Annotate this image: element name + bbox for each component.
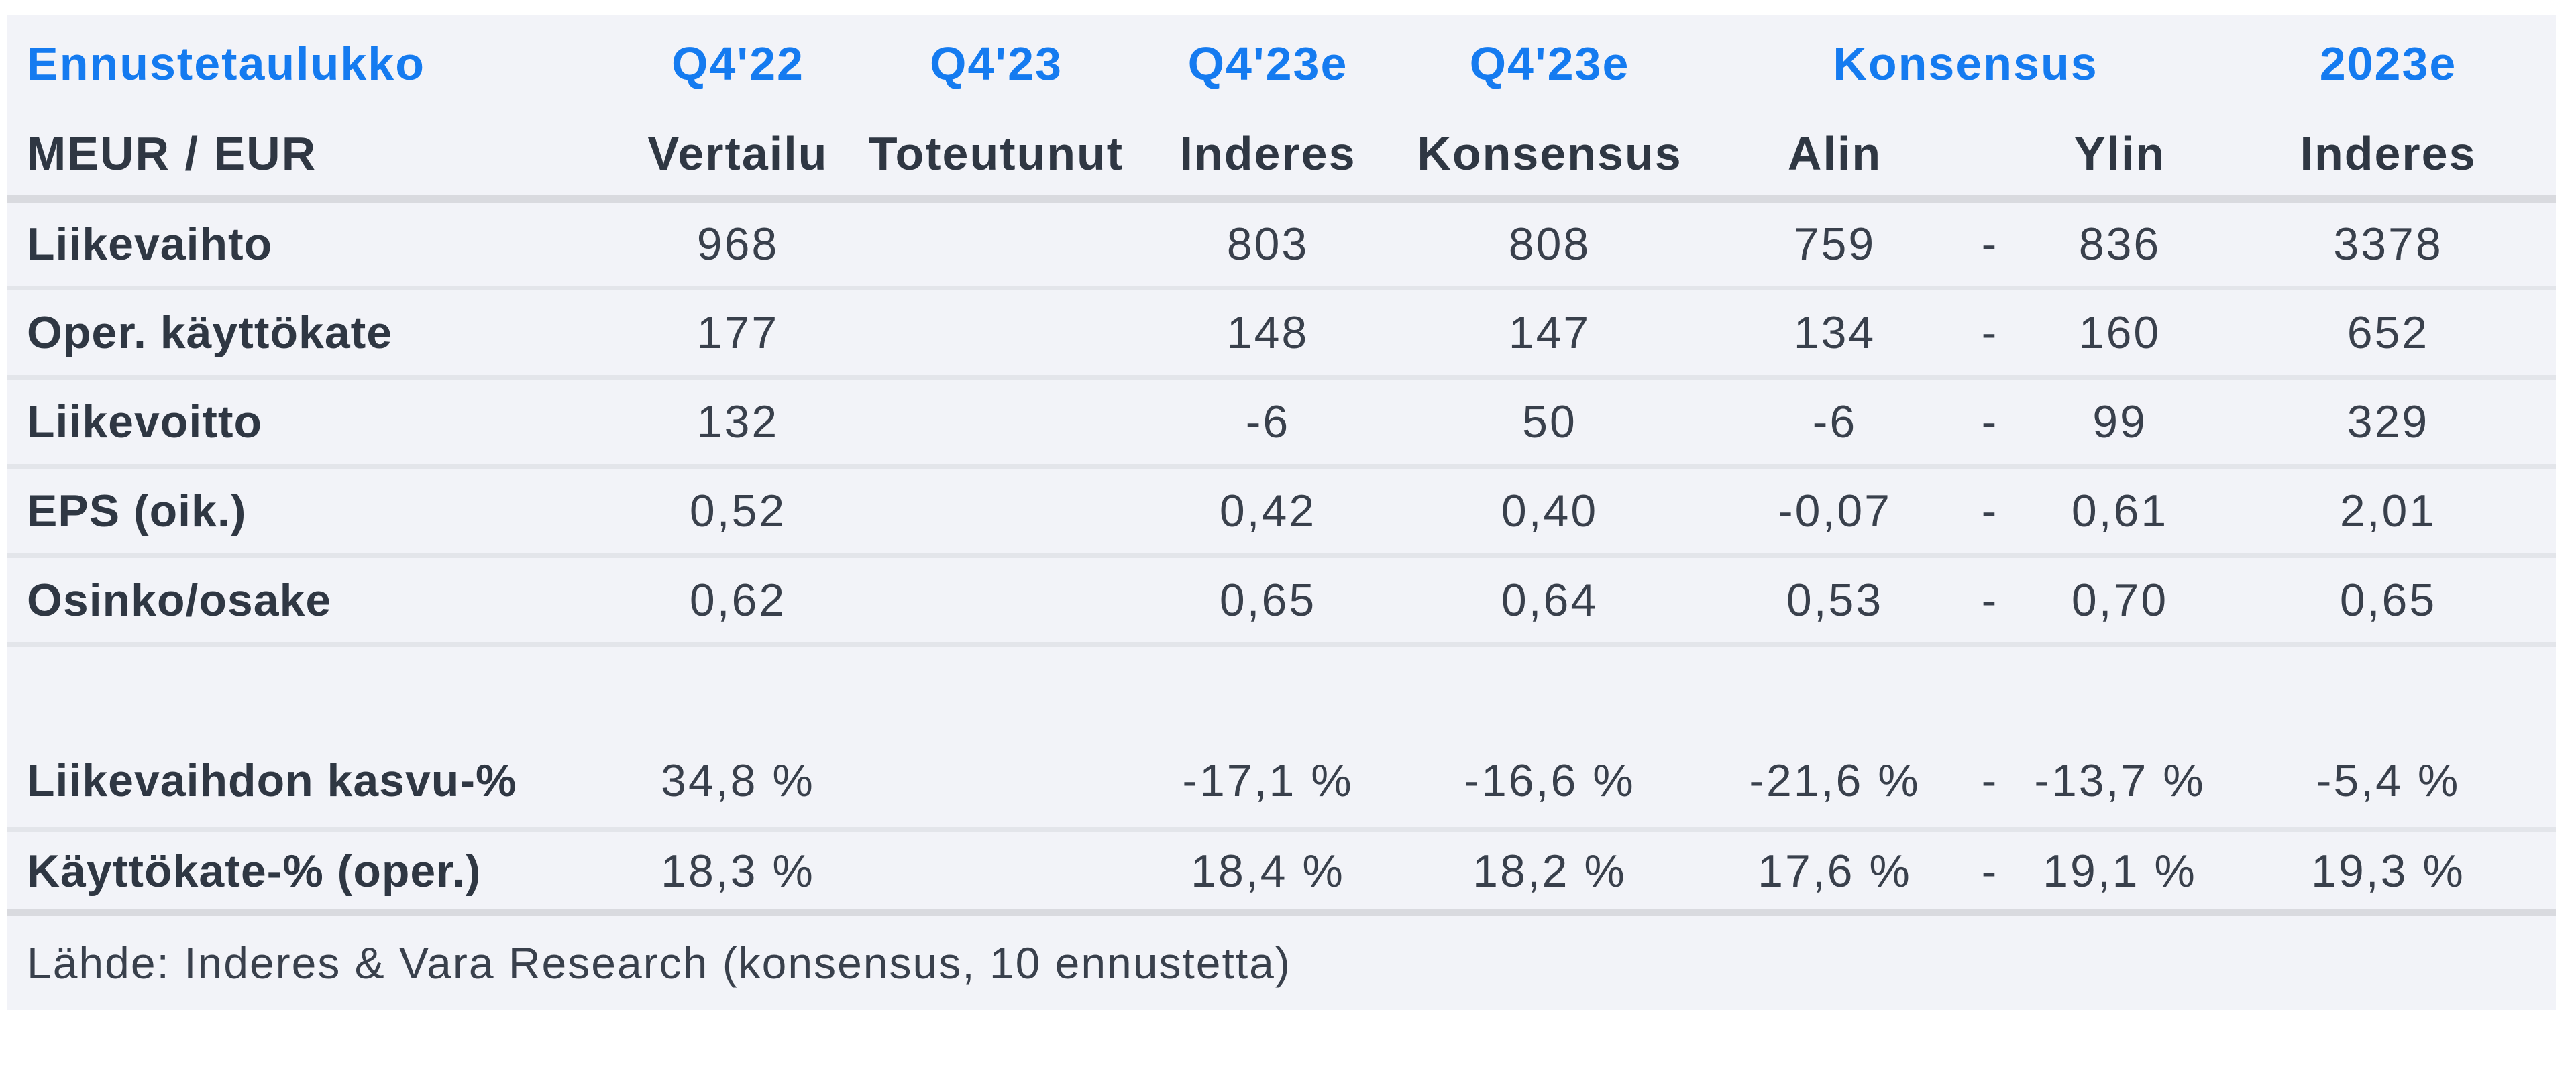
cell-ylin: 160 — [2078, 306, 2161, 358]
cell-toteutunut — [845, 830, 1147, 913]
cell-konsensus: 50 — [1522, 396, 1577, 447]
source-row: Lähde: Inderes & Vara Research (konsensu… — [7, 913, 2557, 1010]
range-separator: - — [1981, 306, 1997, 358]
cell-konsensus: 808 — [1508, 218, 1591, 270]
subheader-range-gap — [1959, 113, 2019, 199]
row-label: Osinko/osake — [27, 574, 332, 626]
column-header-q4-23: Q4'23 — [930, 38, 1063, 90]
cell-alin: 134 — [1793, 306, 1876, 358]
cell-inderes-2023: 2,01 — [2339, 485, 2437, 537]
column-header-konsensus-group: Konsensus — [1833, 38, 2098, 90]
cell-toteutunut — [845, 288, 1147, 377]
spacer-row — [7, 644, 2557, 734]
header-row-periods: Ennustetaulukko Q4'22 Q4'23 Q4'23e Q4'23… — [7, 15, 2556, 113]
table-row-liikevaihdon-kasvu: Liikevaihdon kasvu-% 34,8 % -17,1 % -16,… — [7, 734, 2556, 830]
cell-inderes: 803 — [1226, 218, 1309, 270]
range-separator: - — [1981, 574, 1997, 626]
cell-inderes-2023: -5,4 % — [2316, 754, 2461, 806]
row-label: Liikevaihto — [27, 218, 273, 270]
cell-inderes: 0,65 — [1219, 574, 1317, 626]
subheader-konsensus: Konsensus — [1417, 127, 1682, 180]
row-label: Liikevoitto — [27, 396, 263, 447]
column-header-q4-22: Q4'22 — [672, 38, 804, 90]
cell-inderes: 18,4 % — [1191, 845, 1345, 897]
cell-ylin: 836 — [2078, 218, 2161, 270]
cell-ylin: -13,7 % — [2034, 754, 2206, 806]
table-row-osinko: Osinko/osake 0,62 0,65 0,64 0,53 - 0,70 … — [7, 555, 2557, 644]
row-label: EPS (oik.) — [27, 485, 247, 537]
cell-inderes-2023: 0,65 — [2339, 574, 2437, 626]
cell-ylin: 19,1 % — [2043, 845, 2197, 897]
cell-alin: 17,6 % — [1758, 845, 1912, 897]
column-header-q4-23e-inderes: Q4'23e — [1187, 38, 1348, 90]
range-separator: - — [1981, 845, 1997, 897]
spacer-cell — [7, 644, 2556, 734]
unit-label: MEUR / EUR — [27, 127, 317, 180]
subheader-inderes: Inderes — [1179, 127, 1356, 180]
forecast-table: Ennustetaulukko Q4'22 Q4'23 Q4'23e Q4'23… — [7, 15, 2557, 1010]
cell-inderes-2023: 19,3 % — [2311, 845, 2465, 897]
table-row-liikevoitto: Liikevoitto 132 -6 50 -6 - 99 329 — [7, 377, 2557, 466]
table-row-oper-kayttokate: Oper. käyttökate 177 148 147 134 - 160 6… — [7, 288, 2557, 377]
cell-alin: -21,6 % — [1749, 754, 1921, 806]
cell-inderes-2023: 652 — [2347, 306, 2430, 358]
cell-vertailu: 18,3 % — [661, 845, 815, 897]
subheader-inderes-2023: Inderes — [2300, 127, 2477, 180]
cell-toteutunut — [845, 555, 1147, 644]
header-row-subtitles: MEUR / EUR Vertailu Toteutunut Inderes K… — [7, 113, 2556, 199]
cell-vertailu: 34,8 % — [661, 754, 815, 806]
table-row-kayttokate-pct: Käyttökate-% (oper.) 18,3 % 18,4 % 18,2 … — [7, 830, 2557, 913]
subheader-toteutunut: Toteutunut — [868, 127, 1124, 180]
cell-konsensus: -16,6 % — [1464, 754, 1635, 806]
range-separator: - — [1981, 218, 1997, 270]
cell-ylin: 0,70 — [2071, 574, 2169, 626]
cell-alin: -6 — [1812, 396, 1858, 447]
cell-inderes: 0,42 — [1219, 485, 1317, 537]
table-title: Ennustetaulukko — [27, 38, 425, 90]
table-row-eps: EPS (oik.) 0,52 0,42 0,40 -0,07 - 0,61 2… — [7, 466, 2557, 555]
cell-inderes-2023: 3378 — [2333, 218, 2443, 270]
row-label: Käyttökate-% (oper.) — [27, 845, 482, 897]
cell-vertailu: 177 — [696, 306, 780, 358]
cell-inderes: -17,1 % — [1182, 754, 1354, 806]
source-note: Lähde: Inderes & Vara Research (konsensu… — [27, 938, 1291, 988]
cell-toteutunut — [845, 734, 1147, 830]
column-header-q4-23e-konsensus: Q4'23e — [1469, 38, 1630, 90]
cell-vertailu: 0,62 — [689, 574, 787, 626]
cell-konsensus: 0,64 — [1501, 574, 1599, 626]
cell-alin: 0,53 — [1786, 574, 1884, 626]
table-row-liikevaihto: Liikevaihto 968 803 808 759 - 836 3378 — [7, 199, 2557, 288]
range-separator: - — [1981, 485, 1997, 537]
cell-alin: -0,07 — [1778, 485, 1892, 537]
cell-inderes: 148 — [1226, 306, 1309, 358]
cell-toteutunut — [845, 199, 1147, 288]
subheader-ylin: Ylin — [2074, 127, 2166, 180]
cell-ylin: 99 — [2092, 396, 2147, 447]
cell-vertailu: 132 — [696, 396, 780, 447]
range-separator: - — [1981, 396, 1997, 447]
cell-alin: 759 — [1793, 218, 1876, 270]
row-label: Liikevaihdon kasvu-% — [27, 754, 517, 806]
cell-inderes-2023: 329 — [2347, 396, 2430, 447]
subheader-alin: Alin — [1787, 127, 1882, 180]
range-separator: - — [1981, 754, 1997, 806]
cell-konsensus: 18,2 % — [1472, 845, 1627, 897]
row-label: Oper. käyttökate — [27, 306, 393, 358]
subheader-vertailu: Vertailu — [647, 127, 828, 180]
column-header-2023e: 2023e — [2319, 38, 2457, 90]
cell-vertailu: 0,52 — [689, 485, 787, 537]
cell-ylin: 0,61 — [2071, 485, 2169, 537]
cell-konsensus: 147 — [1508, 306, 1591, 358]
cell-inderes: -6 — [1245, 396, 1291, 447]
cell-toteutunut — [845, 466, 1147, 555]
cell-konsensus: 0,40 — [1501, 485, 1599, 537]
cell-vertailu: 968 — [696, 218, 780, 270]
cell-toteutunut — [845, 377, 1147, 466]
